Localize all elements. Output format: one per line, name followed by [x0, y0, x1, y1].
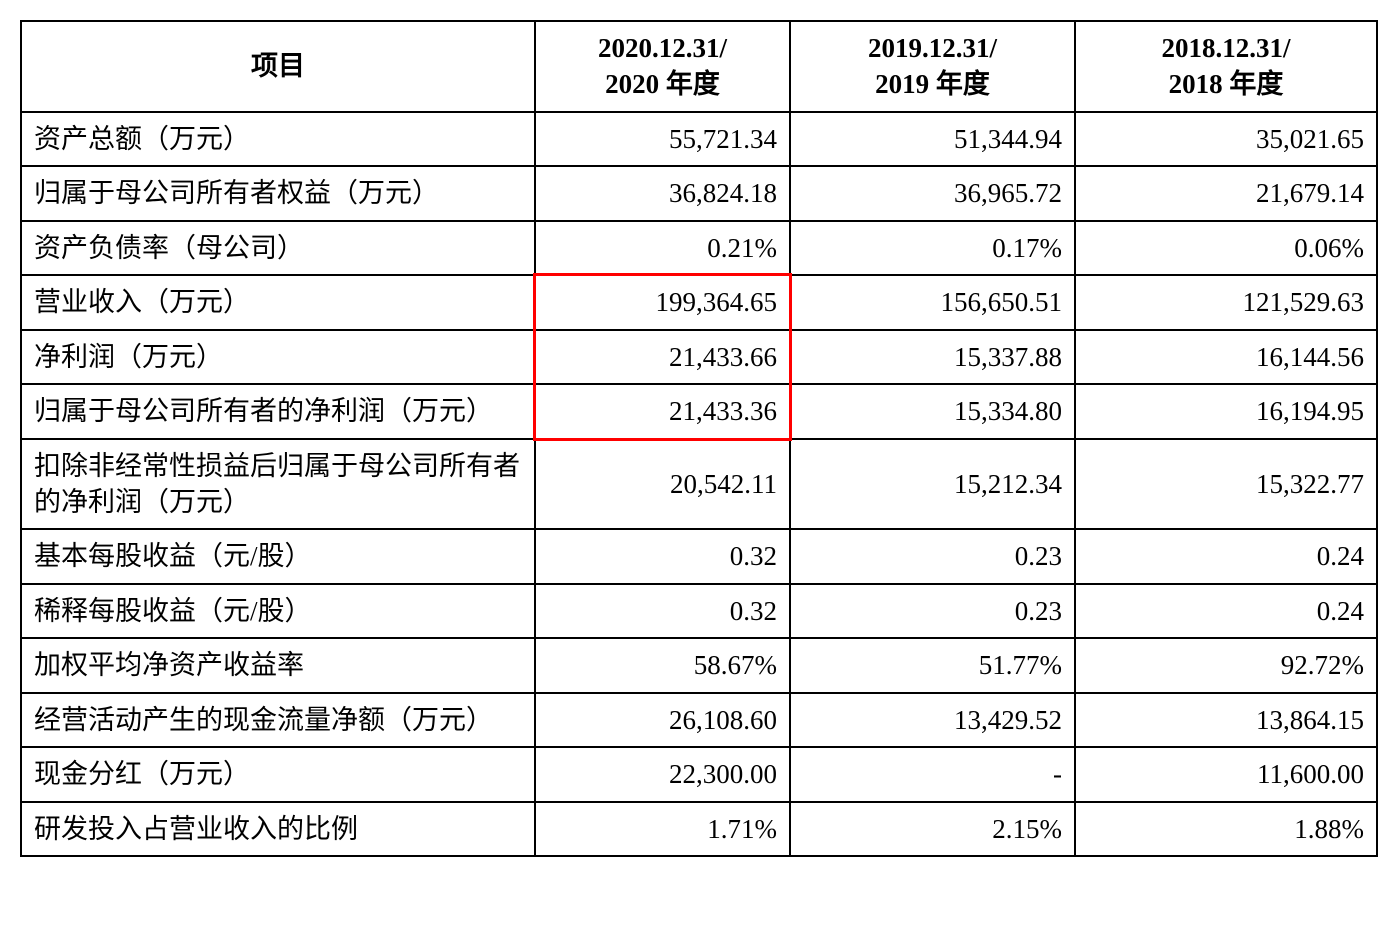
- header-item: 项目: [21, 21, 535, 112]
- header-2020-line2: 2020 年度: [605, 69, 720, 99]
- row-label: 加权平均净资产收益率: [21, 638, 535, 692]
- row-label: 归属于母公司所有者的净利润（万元）: [21, 384, 535, 438]
- cell-2018: 13,864.15: [1075, 693, 1377, 747]
- cell-2018: 0.24: [1075, 584, 1377, 638]
- table-row: 净利润（万元） 21,433.66 15,337.88 16,144.56: [21, 330, 1377, 384]
- cell-2020: 1.71%: [535, 802, 790, 856]
- table-row: 归属于母公司所有者权益（万元） 36,824.18 36,965.72 21,6…: [21, 166, 1377, 220]
- cell-2019: 36,965.72: [790, 166, 1075, 220]
- row-label: 基本每股收益（元/股）: [21, 529, 535, 583]
- cell-2020: 22,300.00: [535, 747, 790, 801]
- header-2019-line2: 2019 年度: [875, 69, 990, 99]
- row-label: 扣除非经常性损益后归属于母公司所有者的净利润（万元）: [21, 439, 535, 530]
- table-row: 研发投入占营业收入的比例 1.71% 2.15% 1.88%: [21, 802, 1377, 856]
- cell-2018: 121,529.63: [1075, 275, 1377, 329]
- cell-2020: 58.67%: [535, 638, 790, 692]
- cell-2019: 51,344.94: [790, 112, 1075, 166]
- cell-2020: 26,108.60: [535, 693, 790, 747]
- cell-2018: 16,144.56: [1075, 330, 1377, 384]
- row-label: 稀释每股收益（元/股）: [21, 584, 535, 638]
- cell-2019: 0.17%: [790, 221, 1075, 275]
- cell-2018: 21,679.14: [1075, 166, 1377, 220]
- cell-2018: 16,194.95: [1075, 384, 1377, 438]
- row-label: 归属于母公司所有者权益（万元）: [21, 166, 535, 220]
- header-2020: 2020.12.31/ 2020 年度: [535, 21, 790, 112]
- header-2019-line1: 2019.12.31/: [868, 33, 997, 63]
- table-row: 经营活动产生的现金流量净额（万元） 26,108.60 13,429.52 13…: [21, 693, 1377, 747]
- table-row: 基本每股收益（元/股） 0.32 0.23 0.24: [21, 529, 1377, 583]
- cell-2019: 15,212.34: [790, 439, 1075, 530]
- header-2020-line1: 2020.12.31/: [598, 33, 727, 63]
- row-label: 现金分红（万元）: [21, 747, 535, 801]
- financial-table-container: 项目 2020.12.31/ 2020 年度 2019.12.31/ 2019 …: [20, 20, 1376, 857]
- table-row: 资产总额（万元） 55,721.34 51,344.94 35,021.65: [21, 112, 1377, 166]
- table-row: 加权平均净资产收益率 58.67% 51.77% 92.72%: [21, 638, 1377, 692]
- cell-2018: 0.24: [1075, 529, 1377, 583]
- cell-2019: 15,337.88: [790, 330, 1075, 384]
- row-label: 经营活动产生的现金流量净额（万元）: [21, 693, 535, 747]
- cell-2020: 36,824.18: [535, 166, 790, 220]
- cell-2019: 0.23: [790, 584, 1075, 638]
- table-row: 营业收入（万元） 199,364.65 156,650.51 121,529.6…: [21, 275, 1377, 329]
- row-label: 资产总额（万元）: [21, 112, 535, 166]
- cell-2020: 20,542.11: [535, 439, 790, 530]
- table-row: 扣除非经常性损益后归属于母公司所有者的净利润（万元） 20,542.11 15,…: [21, 439, 1377, 530]
- cell-2018: 11,600.00: [1075, 747, 1377, 801]
- cell-2020: 21,433.66: [535, 330, 790, 384]
- header-2018-line2: 2018 年度: [1169, 69, 1284, 99]
- cell-2020: 199,364.65: [535, 275, 790, 329]
- table-row: 现金分红（万元） 22,300.00 - 11,600.00: [21, 747, 1377, 801]
- row-label: 净利润（万元）: [21, 330, 535, 384]
- table-row: 稀释每股收益（元/股） 0.32 0.23 0.24: [21, 584, 1377, 638]
- cell-2020: 55,721.34: [535, 112, 790, 166]
- table-body: 资产总额（万元） 55,721.34 51,344.94 35,021.65 归…: [21, 112, 1377, 856]
- cell-2020: 21,433.36: [535, 384, 790, 438]
- row-label: 营业收入（万元）: [21, 275, 535, 329]
- cell-2020: 0.32: [535, 584, 790, 638]
- cell-2018: 35,021.65: [1075, 112, 1377, 166]
- header-2018-line1: 2018.12.31/: [1161, 33, 1290, 63]
- cell-2019: -: [790, 747, 1075, 801]
- cell-2019: 13,429.52: [790, 693, 1075, 747]
- cell-2019: 2.15%: [790, 802, 1075, 856]
- header-row: 项目 2020.12.31/ 2020 年度 2019.12.31/ 2019 …: [21, 21, 1377, 112]
- row-label: 资产负债率（母公司）: [21, 221, 535, 275]
- cell-2019: 15,334.80: [790, 384, 1075, 438]
- cell-2020: 0.21%: [535, 221, 790, 275]
- cell-2018: 1.88%: [1075, 802, 1377, 856]
- financial-table: 项目 2020.12.31/ 2020 年度 2019.12.31/ 2019 …: [20, 20, 1378, 857]
- cell-2018: 15,322.77: [1075, 439, 1377, 530]
- table-row: 资产负债率（母公司） 0.21% 0.17% 0.06%: [21, 221, 1377, 275]
- header-2019: 2019.12.31/ 2019 年度: [790, 21, 1075, 112]
- cell-2019: 51.77%: [790, 638, 1075, 692]
- cell-2019: 0.23: [790, 529, 1075, 583]
- cell-2018: 0.06%: [1075, 221, 1377, 275]
- header-2018: 2018.12.31/ 2018 年度: [1075, 21, 1377, 112]
- table-row: 归属于母公司所有者的净利润（万元） 21,433.36 15,334.80 16…: [21, 384, 1377, 438]
- cell-2018: 92.72%: [1075, 638, 1377, 692]
- cell-2019: 156,650.51: [790, 275, 1075, 329]
- cell-2020: 0.32: [535, 529, 790, 583]
- row-label: 研发投入占营业收入的比例: [21, 802, 535, 856]
